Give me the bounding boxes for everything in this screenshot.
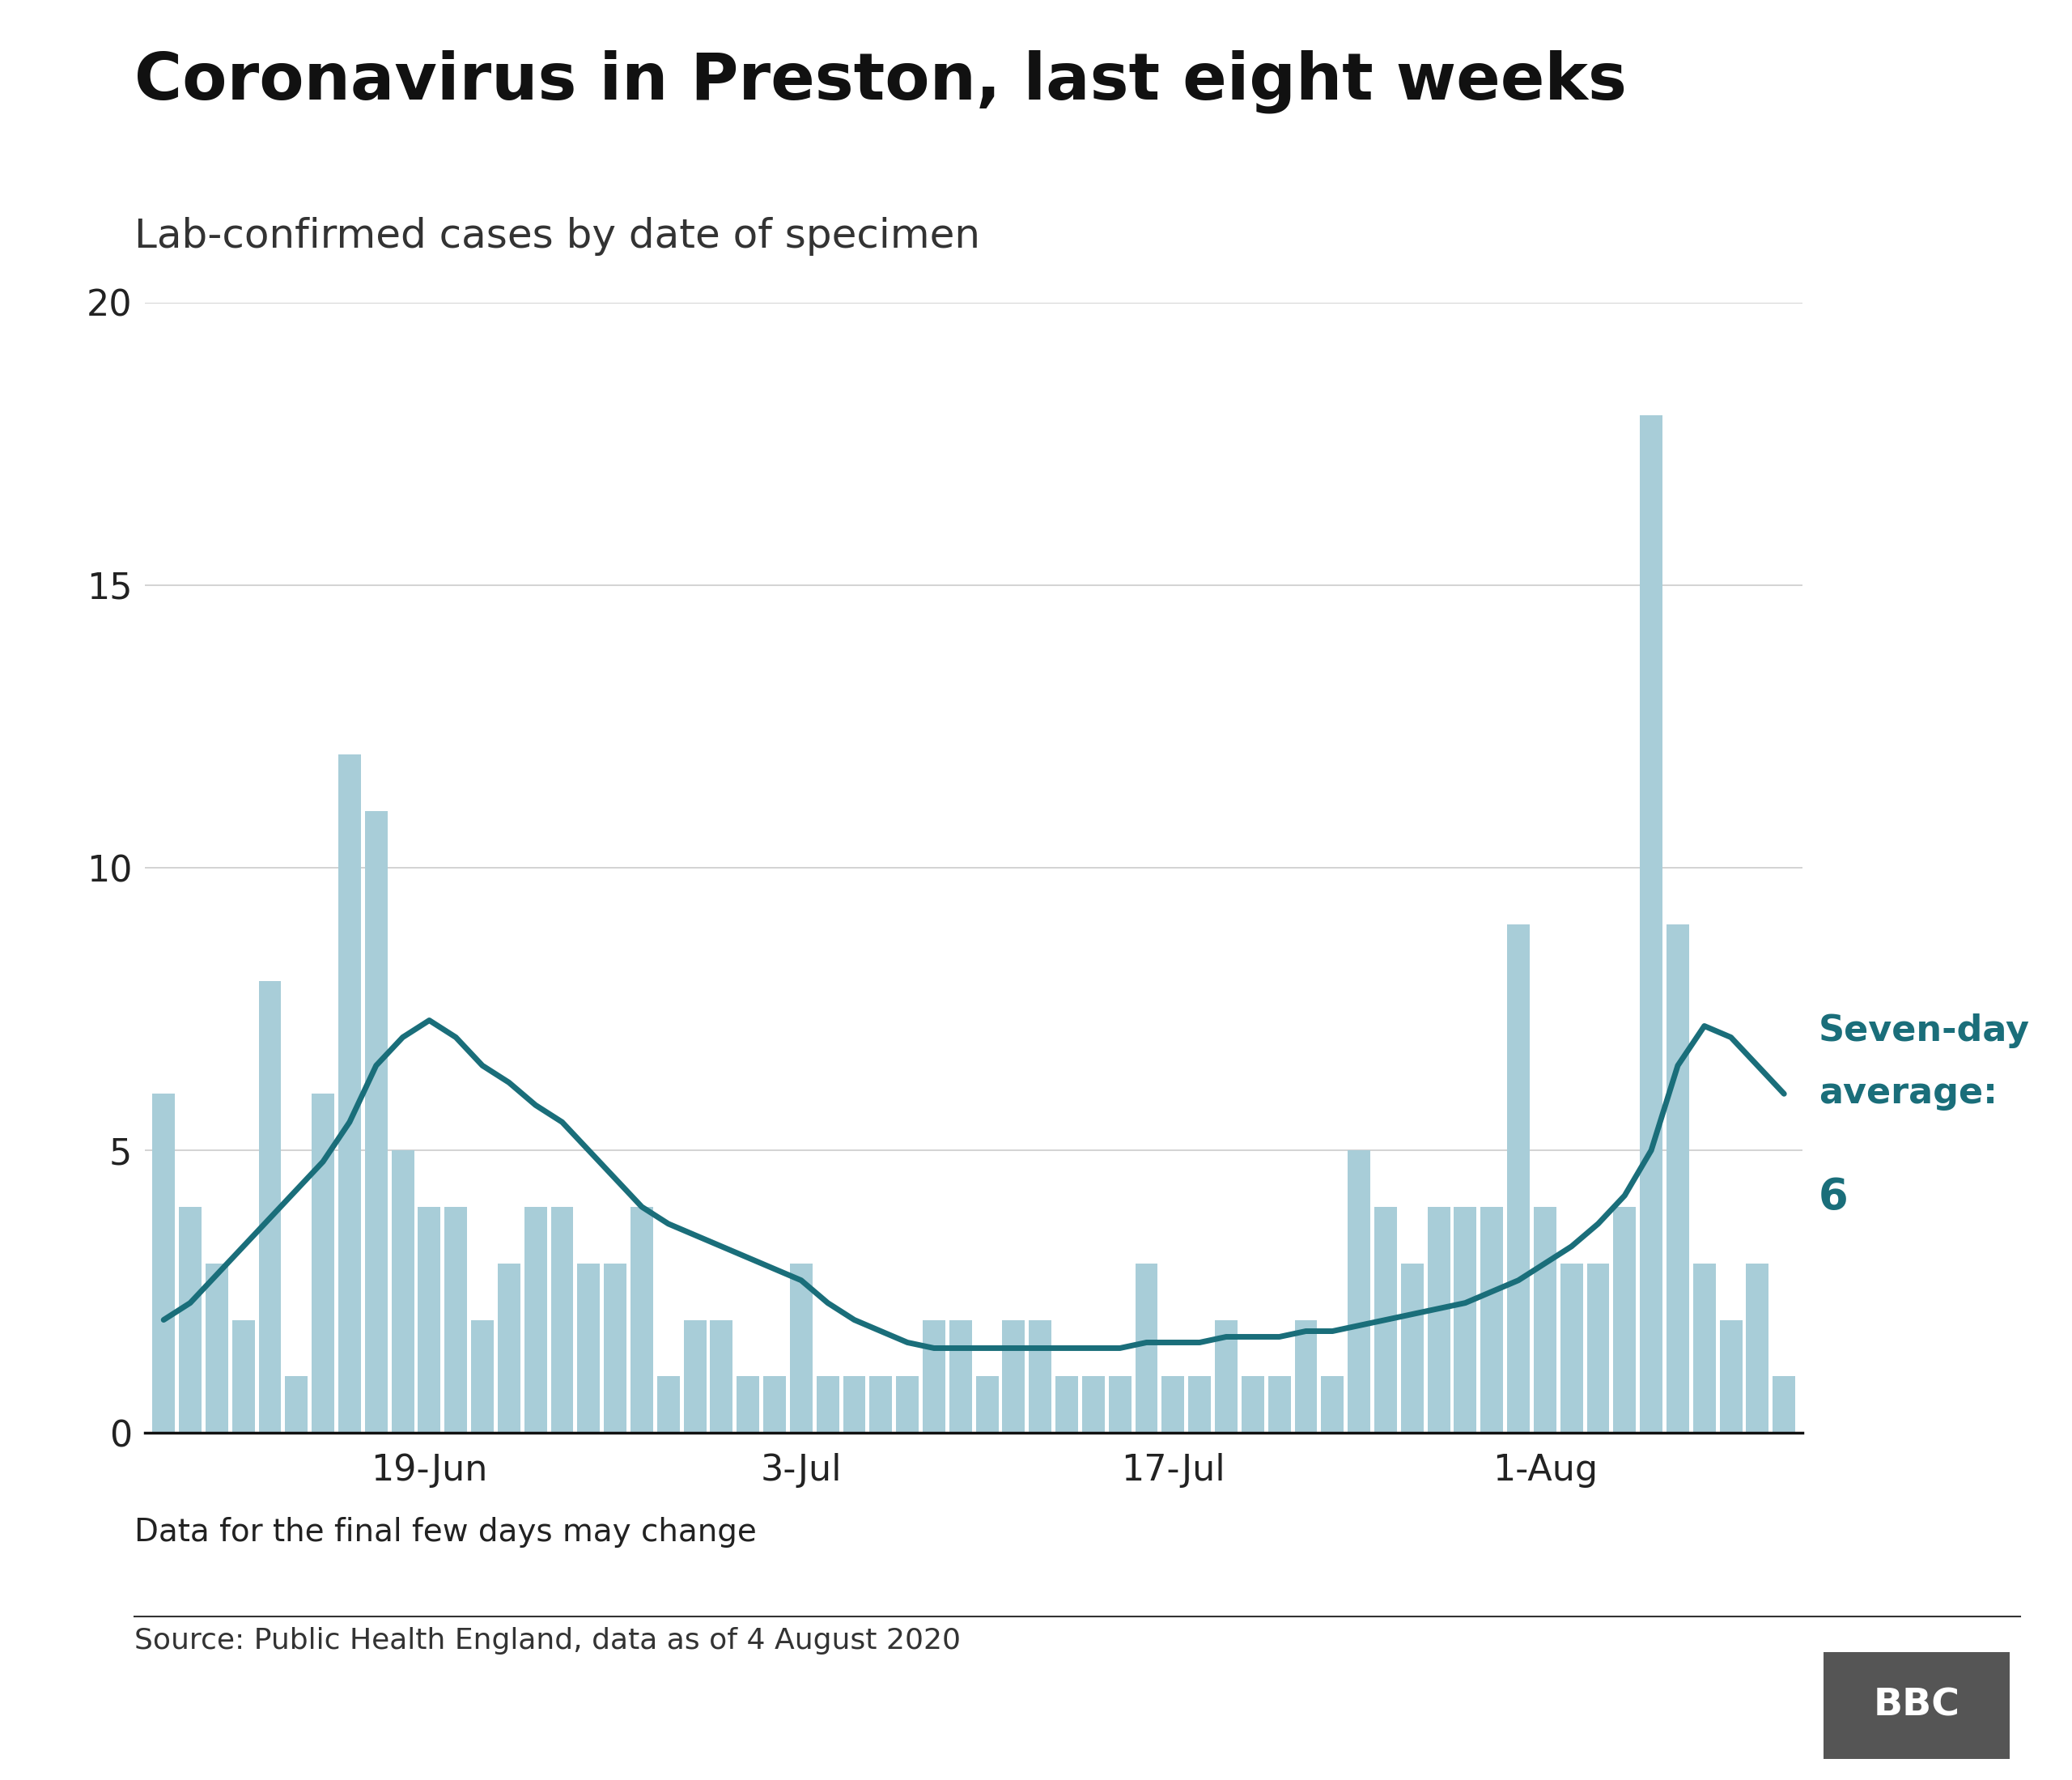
Text: Seven-day: Seven-day — [1819, 1015, 2031, 1048]
Bar — [870, 1376, 893, 1433]
Bar — [762, 1376, 785, 1433]
Bar — [1560, 1264, 1583, 1433]
Bar — [1109, 1376, 1131, 1433]
Bar — [178, 1207, 201, 1433]
Bar — [897, 1376, 918, 1433]
Bar — [1374, 1207, 1397, 1433]
Bar — [922, 1321, 945, 1433]
Bar — [711, 1321, 733, 1433]
Bar — [259, 981, 282, 1433]
Bar — [1003, 1321, 1026, 1433]
Bar — [1720, 1321, 1743, 1433]
Bar — [1401, 1264, 1423, 1433]
Bar — [1455, 1207, 1477, 1433]
Bar — [949, 1321, 972, 1433]
Bar — [1587, 1264, 1610, 1433]
Bar — [232, 1321, 255, 1433]
Bar — [1747, 1264, 1769, 1433]
Bar — [1322, 1376, 1345, 1433]
Bar — [1162, 1376, 1185, 1433]
Bar — [338, 755, 361, 1433]
Bar — [1268, 1376, 1291, 1433]
Bar — [789, 1264, 812, 1433]
Bar — [551, 1207, 574, 1433]
Bar — [578, 1264, 601, 1433]
Bar — [1693, 1264, 1716, 1433]
Bar — [1082, 1376, 1104, 1433]
Bar — [392, 1150, 414, 1433]
Bar — [1189, 1376, 1210, 1433]
Bar — [1774, 1376, 1794, 1433]
Bar — [630, 1207, 653, 1433]
Bar — [1533, 1207, 1556, 1433]
Text: Data for the final few days may change: Data for the final few days may change — [135, 1517, 756, 1547]
Bar — [1666, 924, 1689, 1433]
Text: 6: 6 — [1819, 1177, 1848, 1218]
Bar — [1506, 924, 1529, 1433]
Bar — [445, 1207, 466, 1433]
Bar — [1481, 1207, 1502, 1433]
Text: average:: average: — [1819, 1075, 1997, 1111]
Bar — [1295, 1321, 1318, 1433]
Bar — [286, 1376, 309, 1433]
Bar — [1214, 1321, 1237, 1433]
Bar — [419, 1207, 441, 1433]
Bar — [1030, 1321, 1053, 1433]
Bar — [738, 1376, 758, 1433]
Bar — [524, 1207, 547, 1433]
Bar — [603, 1264, 626, 1433]
Bar — [657, 1376, 680, 1433]
Bar — [1639, 415, 1662, 1433]
Bar — [1614, 1207, 1637, 1433]
Bar — [684, 1321, 707, 1433]
Bar — [365, 812, 387, 1433]
Bar — [311, 1093, 334, 1433]
Bar — [470, 1321, 493, 1433]
Bar — [1241, 1376, 1264, 1433]
Bar — [1135, 1264, 1158, 1433]
Text: Coronavirus in Preston, last eight weeks: Coronavirus in Preston, last eight weeks — [135, 50, 1627, 114]
Bar — [1055, 1376, 1077, 1433]
Text: Lab-confirmed cases by date of specimen: Lab-confirmed cases by date of specimen — [135, 217, 980, 256]
Bar — [1428, 1207, 1450, 1433]
Bar — [153, 1093, 174, 1433]
Bar — [816, 1376, 839, 1433]
Bar — [205, 1264, 228, 1433]
Bar — [1347, 1150, 1370, 1433]
Text: BBC: BBC — [1873, 1687, 1960, 1723]
Text: Source: Public Health England, data as of 4 August 2020: Source: Public Health England, data as o… — [135, 1627, 961, 1654]
Bar — [843, 1376, 866, 1433]
Bar — [976, 1376, 999, 1433]
Bar — [497, 1264, 520, 1433]
